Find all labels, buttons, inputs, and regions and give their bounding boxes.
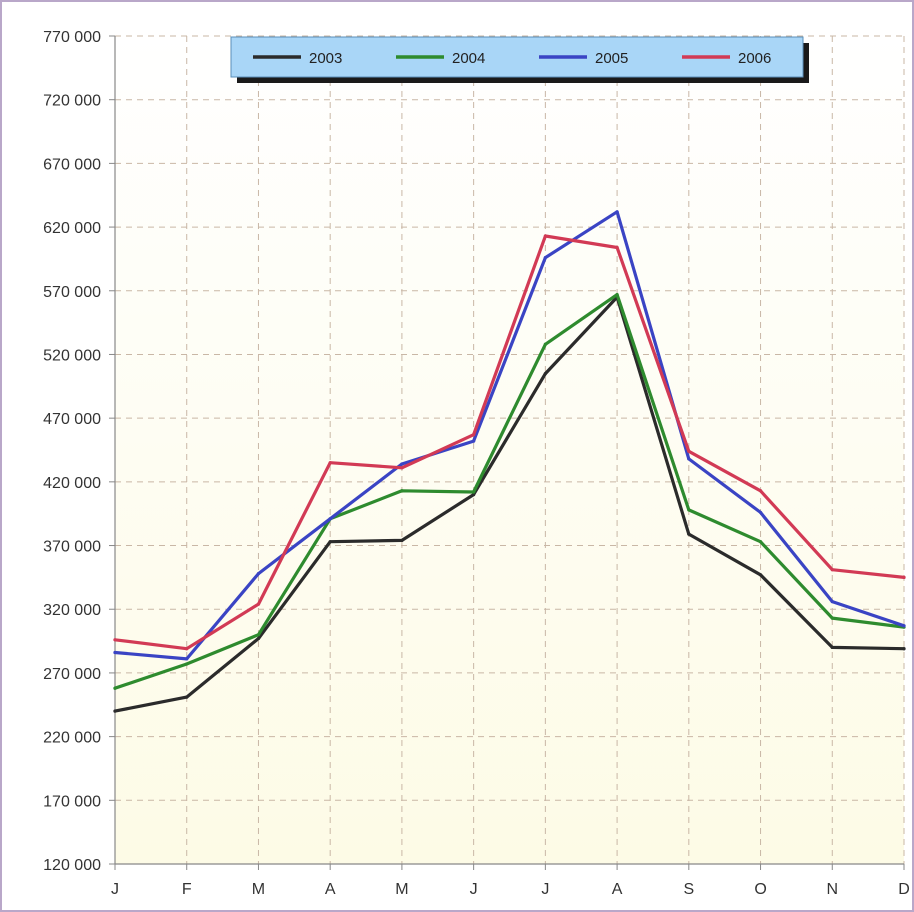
data-point <box>256 602 261 606</box>
data-point <box>256 636 261 641</box>
data-point <box>185 657 189 661</box>
data-point <box>758 540 763 544</box>
x-tick-label: M <box>395 881 408 898</box>
x-tick-label: S <box>683 881 694 898</box>
data-point <box>902 624 906 628</box>
legend-label: 2004 <box>452 50 485 67</box>
plot-area <box>115 36 904 864</box>
series-2005 <box>113 210 906 661</box>
data-point <box>543 342 547 346</box>
data-point <box>543 234 547 238</box>
data-point <box>758 573 763 577</box>
x-tick-label: J <box>111 881 119 898</box>
data-point <box>543 256 547 260</box>
y-tick-label: 570 000 <box>43 284 101 301</box>
legend-label: 2006 <box>738 50 771 67</box>
data-point <box>472 490 476 494</box>
data-point <box>400 462 404 466</box>
data-point <box>328 517 332 521</box>
y-tick-label: 170 000 <box>43 793 101 810</box>
data-point <box>543 371 547 376</box>
data-point <box>113 686 117 690</box>
data-point <box>400 466 404 470</box>
data-point <box>902 647 906 651</box>
data-point <box>328 540 332 544</box>
data-point <box>687 457 691 461</box>
x-tick-label: N <box>826 881 838 898</box>
data-point <box>328 461 332 465</box>
x-tick-label: A <box>325 881 336 898</box>
axes: 120 000 170 000 220 000 270 000 320 000 370 0… <box>43 29 910 898</box>
data-point <box>687 508 691 512</box>
x-tick-label: O <box>754 881 766 898</box>
data-point <box>830 599 834 604</box>
x-tick-label: J <box>541 881 549 898</box>
x-tick-label: F <box>182 881 192 898</box>
series-2003 <box>113 295 906 713</box>
data-point <box>472 492 476 497</box>
data-point <box>615 245 619 250</box>
legend-label: 2005 <box>595 50 628 67</box>
data-point <box>902 575 906 579</box>
y-tick-label: 270 000 <box>43 666 101 683</box>
series-line <box>113 293 906 690</box>
data-point <box>615 210 619 214</box>
data-point <box>113 650 117 655</box>
x-tick-label: A <box>612 881 623 898</box>
data-point <box>615 292 619 297</box>
y-tick-label: 320 000 <box>43 602 101 619</box>
data-point <box>185 647 189 651</box>
y-tick-label: 470 000 <box>43 411 101 428</box>
y-tick-label: 770 000 <box>43 29 101 46</box>
series-line <box>113 210 906 661</box>
data-point <box>758 510 763 515</box>
y-tick-label: 670 000 <box>43 156 101 173</box>
data-point <box>113 709 117 713</box>
data-point <box>687 532 691 536</box>
x-tick-label: J <box>470 881 478 898</box>
x-tick-label: D <box>898 881 910 898</box>
data-point <box>758 489 763 493</box>
data-point <box>185 695 189 699</box>
grid <box>115 35 905 864</box>
y-tick-label: 720 000 <box>43 93 101 110</box>
data-point <box>830 568 834 572</box>
x-tick-label: M <box>252 881 265 898</box>
y-tick-label: 620 000 <box>43 220 101 237</box>
y-tick-label: 120 000 <box>43 857 101 874</box>
data-point <box>830 645 834 650</box>
series-line <box>113 234 906 651</box>
legend: 2003 2004 2005 2006 <box>230 36 809 83</box>
data-point <box>256 633 261 637</box>
series-2006 <box>113 234 906 651</box>
data-point <box>113 638 117 642</box>
y-tick-label: 420 000 <box>43 475 101 492</box>
legend-label: 2003 <box>309 50 342 67</box>
data-point <box>400 489 404 493</box>
data-point <box>830 616 834 620</box>
y-tick-label: 370 000 <box>43 539 101 556</box>
series-lines <box>113 210 906 713</box>
series-line <box>113 295 906 713</box>
y-tick-label: 520 000 <box>43 347 101 364</box>
data-point <box>185 662 189 666</box>
data-point <box>256 571 261 576</box>
y-tick-label: 220 000 <box>43 730 101 747</box>
data-point <box>472 433 476 437</box>
data-point <box>400 538 404 543</box>
data-point <box>687 449 691 453</box>
data-point <box>472 439 476 443</box>
